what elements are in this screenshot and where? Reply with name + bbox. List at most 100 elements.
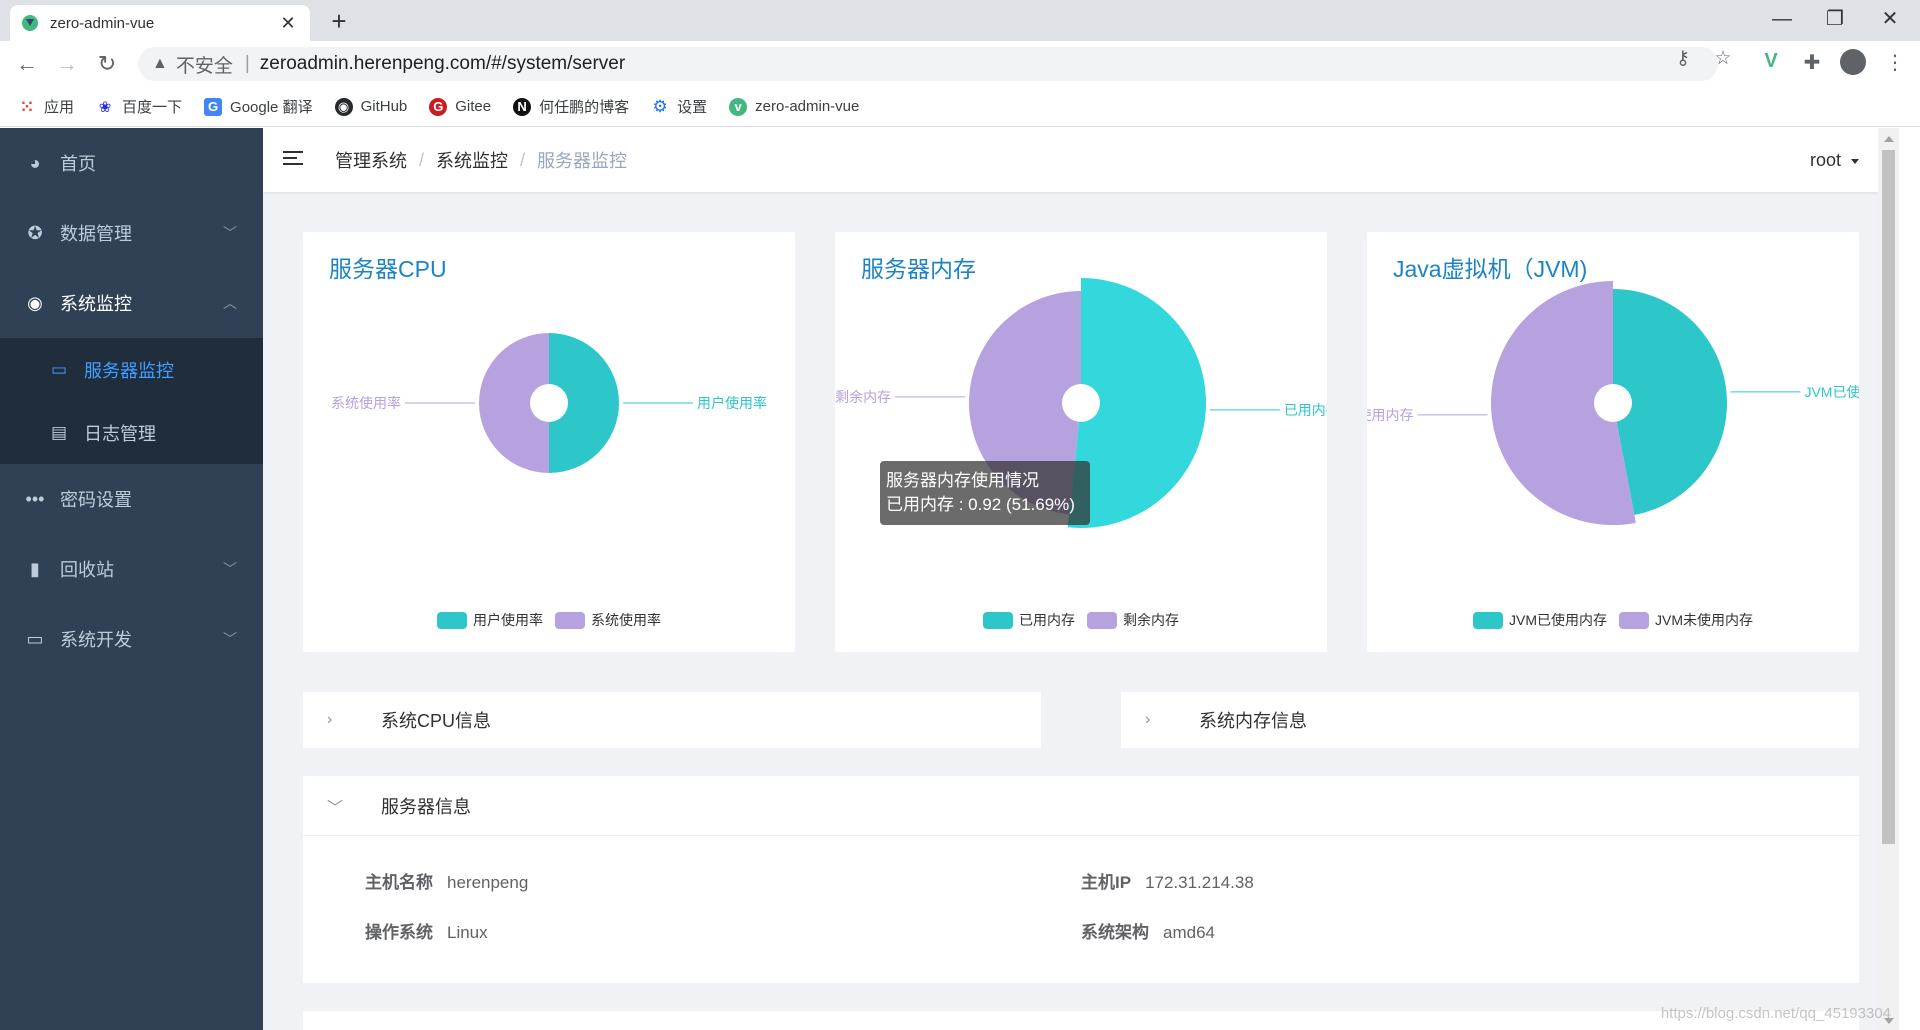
field-value: Linux bbox=[447, 923, 488, 942]
legend-item[interactable]: 剩余内存 bbox=[1087, 610, 1179, 630]
extensions-puzzle-icon[interactable]: ✚ bbox=[1803, 52, 1821, 74]
legend-item[interactable]: 已用内存 bbox=[983, 610, 1075, 630]
bookmarks-bar: ⁙ 应用 ❀ 百度一下 G Google 翻译 ◉ GitHub G Gitee… bbox=[0, 87, 1920, 127]
bookmark-gitee[interactable]: G Gitee bbox=[429, 97, 492, 116]
insecure-label[interactable]: 不安全 bbox=[175, 55, 233, 77]
pie-slice-label: 系统使用率 bbox=[331, 395, 401, 411]
legend-item[interactable]: 系统使用率 bbox=[555, 610, 661, 630]
close-icon[interactable]: ✕ bbox=[280, 12, 296, 33]
sidebar-item-monitor[interactable]: ◉ 系统监控 ︿ bbox=[0, 268, 263, 338]
scroll-up-icon[interactable] bbox=[1884, 136, 1894, 142]
vue-devtools-icon[interactable]: V bbox=[1764, 50, 1778, 72]
field-key: 主机名称 bbox=[365, 873, 433, 892]
panel-memory-info[interactable]: › 系统内存信息 bbox=[1121, 692, 1859, 748]
browser-tab-strip: zero-admin-vue ✕ + — ❐ ✕ bbox=[0, 0, 1920, 41]
field-key: 主机IP bbox=[1081, 873, 1132, 892]
bookmark-settings[interactable]: ⚙ 设置 bbox=[651, 96, 708, 117]
sidebar-item-dev[interactable]: ▭ 系统开发 ﹀ bbox=[0, 604, 263, 674]
jvm-pie-chart[interactable]: JVM已使用未使用内存 bbox=[1367, 232, 1859, 652]
hamburger-icon[interactable] bbox=[283, 151, 305, 169]
bookmark-apps[interactable]: ⁙ 应用 bbox=[18, 96, 74, 117]
pie-slice-1[interactable] bbox=[479, 333, 549, 473]
field-hostname: 主机名称 herenpeng bbox=[365, 868, 528, 893]
reload-icon[interactable]: ↻ bbox=[97, 51, 117, 76]
legend-label: JVM已使用内存 bbox=[1509, 612, 1607, 628]
sidebar-item-label: 首页 bbox=[60, 154, 96, 174]
key-icon[interactable]: ⚷ bbox=[1676, 48, 1690, 69]
scroll-down-icon[interactable] bbox=[1884, 1018, 1894, 1024]
bookmark-github[interactable]: ◉ GitHub bbox=[334, 97, 407, 116]
panel-title: 系统内存信息 bbox=[1199, 711, 1307, 731]
sidebar-item-home[interactable]: ◕ 首页 bbox=[0, 128, 263, 198]
scrollbar-thumb[interactable] bbox=[1882, 150, 1895, 844]
bookmark-label: Google 翻译 bbox=[230, 99, 313, 116]
chevron-down-icon: ﹀ bbox=[223, 561, 237, 577]
sidebar-item-label: 日志管理 bbox=[84, 423, 156, 444]
bookmark-label: Gitee bbox=[455, 98, 492, 115]
sidebar-item-recycle[interactable]: ▮ 回收站 ﹀ bbox=[0, 534, 263, 604]
bookmark-zero-admin[interactable]: v zero-admin-vue bbox=[729, 97, 860, 116]
more-menu-icon[interactable]: ⋮ bbox=[1885, 52, 1905, 74]
new-tab-button[interactable]: + bbox=[331, 6, 347, 36]
sidebar-item-password[interactable]: ••• 密码设置 bbox=[0, 464, 263, 534]
field-value: 172.31.214.38 bbox=[1145, 873, 1254, 892]
legend-label: 用户使用率 bbox=[473, 612, 543, 628]
legend-item[interactable]: JVM已使用内存 bbox=[1473, 610, 1607, 630]
gitee-icon: G bbox=[429, 97, 448, 116]
chevron-down-icon: ﹀ bbox=[327, 799, 344, 817]
chevron-down-icon: ﹀ bbox=[223, 631, 237, 647]
chart-title: Java虚拟机（JVM) bbox=[1393, 256, 1588, 282]
window-close-icon[interactable]: ✕ bbox=[1881, 8, 1899, 30]
pie-slice-1[interactable] bbox=[1490, 281, 1636, 525]
url-text[interactable]: zeroadmin.herenpeng.com/#/system/server bbox=[259, 53, 626, 74]
bookmark-label: 百度一下 bbox=[122, 99, 183, 116]
caret-down-icon bbox=[1851, 158, 1859, 164]
breadcrumb-item[interactable]: 系统监控 bbox=[436, 151, 509, 171]
star-icon[interactable]: ☆ bbox=[1714, 48, 1732, 69]
username: root bbox=[1809, 150, 1841, 170]
sidebar-item-logs[interactable]: ▤ 日志管理 bbox=[0, 401, 263, 464]
sidebar-item-data[interactable]: ✪ 数据管理 ﹀ bbox=[0, 198, 263, 268]
eye-icon: ◉ bbox=[27, 292, 43, 313]
field-key: 系统架构 bbox=[1081, 923, 1149, 942]
panel-title: 服务器信息 bbox=[381, 796, 471, 817]
bookmark-baidu[interactable]: ❀ 百度一下 bbox=[96, 96, 182, 117]
forward-icon[interactable]: → bbox=[56, 51, 78, 76]
page-scrollbar[interactable] bbox=[1878, 128, 1899, 1030]
google-translate-icon: G bbox=[204, 97, 223, 116]
legend-item[interactable]: JVM未使用内存 bbox=[1619, 610, 1753, 630]
field-value: amd64 bbox=[1163, 923, 1215, 942]
restore-icon[interactable]: ❐ bbox=[1826, 8, 1844, 30]
breadcrumb-item[interactable]: 管理系统 bbox=[335, 151, 407, 171]
bookmark-label: 何任鹏的博客 bbox=[539, 99, 630, 116]
legend-swatch bbox=[1473, 611, 1503, 629]
warning-icon[interactable]: ▲ bbox=[152, 55, 168, 72]
bookmark-blog[interactable]: N 何任鹏的博客 bbox=[513, 96, 629, 117]
pie-slice-1[interactable] bbox=[968, 291, 1081, 515]
url-omnibox[interactable]: ▲ 不安全 | zeroadmin.herenpeng.com/#/system… bbox=[138, 47, 1718, 81]
back-icon[interactable]: ← bbox=[16, 51, 38, 76]
pie-slice-0[interactable] bbox=[1613, 289, 1727, 515]
bookmark-google-translate[interactable]: G Google 翻译 bbox=[204, 96, 313, 117]
browser-tab[interactable]: zero-admin-vue ✕ bbox=[10, 5, 310, 41]
legend-item[interactable]: 用户使用率 bbox=[437, 610, 543, 630]
document-icon: ▤ bbox=[50, 422, 68, 442]
minimize-icon[interactable]: — bbox=[1772, 8, 1792, 30]
legend-swatch bbox=[555, 611, 585, 629]
panel-header[interactable]: ﹀ 服务器信息 bbox=[303, 776, 1859, 836]
user-dropdown[interactable]: root bbox=[1810, 150, 1859, 171]
sidebar-item-label: 服务器监控 bbox=[84, 360, 174, 381]
pie-slice-0[interactable] bbox=[549, 333, 619, 473]
pie-slice-0[interactable] bbox=[1067, 278, 1206, 528]
desktop-icon: ▭ bbox=[26, 628, 44, 649]
sidebar-item-server-monitor[interactable]: ▭ 服务器监控 bbox=[0, 338, 263, 401]
tooltip-value: 已用内存 : 0.92 (51.69%) bbox=[886, 495, 1075, 514]
breadcrumb-current: 服务器监控 bbox=[537, 151, 628, 171]
panel-cpu-info[interactable]: › 系统CPU信息 bbox=[303, 692, 1041, 748]
pie-slice-label: 剩余内存 bbox=[835, 389, 891, 405]
bookmark-label: zero-admin-vue bbox=[755, 98, 860, 115]
profile-avatar[interactable] bbox=[1840, 49, 1866, 75]
